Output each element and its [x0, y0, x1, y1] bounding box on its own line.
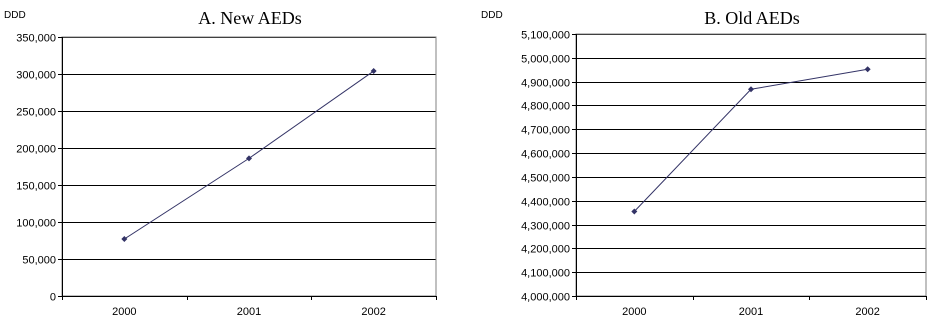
chart-b-x-axis: 2000 2001 2002 [576, 296, 927, 318]
chart-b-y-tick-label: 4,200,000 [521, 244, 570, 256]
chart-a-x-tick-label: 2001 [237, 306, 261, 318]
chart-b-data-point [631, 208, 638, 215]
chart-a-x-axis: 2000 2001 2002 [62, 296, 437, 318]
chart-a-x-tick-label: 2002 [361, 306, 385, 318]
chart-b-y-tick-label: 4,500,000 [521, 173, 570, 185]
chart-b-data-point [864, 66, 871, 73]
chart-a-series-line [124, 70, 374, 240]
chart-b-plot-area [575, 33, 927, 297]
chart-a-plot-area [61, 36, 437, 297]
chart-b-y-tick-label: 5,000,000 [521, 54, 570, 66]
chart-b-y-tick-label: 4,300,000 [521, 221, 570, 233]
chart-a-title: A. New AEDs [198, 8, 302, 28]
chart-b-x-tick-label: 2001 [739, 306, 763, 318]
chart-a-y-tick-label: 200,000 [16, 144, 56, 156]
chart-b-y-tick-label: 4,000,000 [521, 292, 570, 304]
chart-b-y-tick-label: 4,800,000 [521, 101, 570, 113]
chart-b-x-tick-label: 2002 [855, 306, 879, 318]
chart-a-y-tick-label: 150,000 [16, 181, 56, 193]
chart-b-y-tick-label: 4,400,000 [521, 197, 570, 209]
chart-b-data-point [748, 86, 754, 93]
chart-a-y-tick-label: 300,000 [16, 70, 56, 82]
chart-a: DDD A. New AEDs 0 50,000 100,000 150,000 200… [4, 8, 437, 318]
chart-b-y-tick-label: 4,700,000 [521, 125, 570, 137]
chart-a-ylabel: DDD [4, 10, 26, 21]
chart-a-y-tick-label: 50,000 [22, 255, 56, 267]
chart-a-x-tick-label: 2000 [112, 306, 136, 318]
chart-b: DDD B. Old AEDs 4,000,000 4,100,000 4,200,… [481, 8, 927, 318]
chart-b-y-tick-label: 4,900,000 [521, 78, 570, 90]
chart-b-x-tick-label: 2000 [622, 306, 646, 318]
chart-a-y-tick-label: 100,000 [16, 218, 56, 230]
chart-b-y-tick-label: 4,100,000 [521, 268, 570, 280]
chart-a-y-tick-label: 0 [50, 292, 56, 304]
chart-b-series [631, 66, 871, 215]
chart-a-y-tick-label: 250,000 [16, 107, 56, 119]
chart-b-y-tick-label: 5,100,000 [521, 30, 570, 42]
chart-a-series [121, 68, 377, 243]
chart-a-data-point [246, 155, 252, 162]
chart-a-y-axis: 0 50,000 100,000 150,000 200,000 250,000 300,0… [16, 33, 63, 304]
chart-a-gridlines [62, 37, 436, 260]
chart-a-data-point [370, 68, 377, 75]
chart-b-title: B. Old AEDs [704, 8, 800, 28]
chart-b-ylabel: DDD [481, 10, 503, 21]
chart-b-gridlines [576, 34, 926, 273]
chart-a-data-point [121, 236, 128, 243]
chart-a-y-tick-label: 350,000 [16, 33, 56, 45]
chart-b-y-axis: 4,000,000 4,100,000 4,200,000 4,300,000 4,40… [521, 30, 577, 304]
chart-b-y-tick-label: 4,600,000 [521, 149, 570, 161]
